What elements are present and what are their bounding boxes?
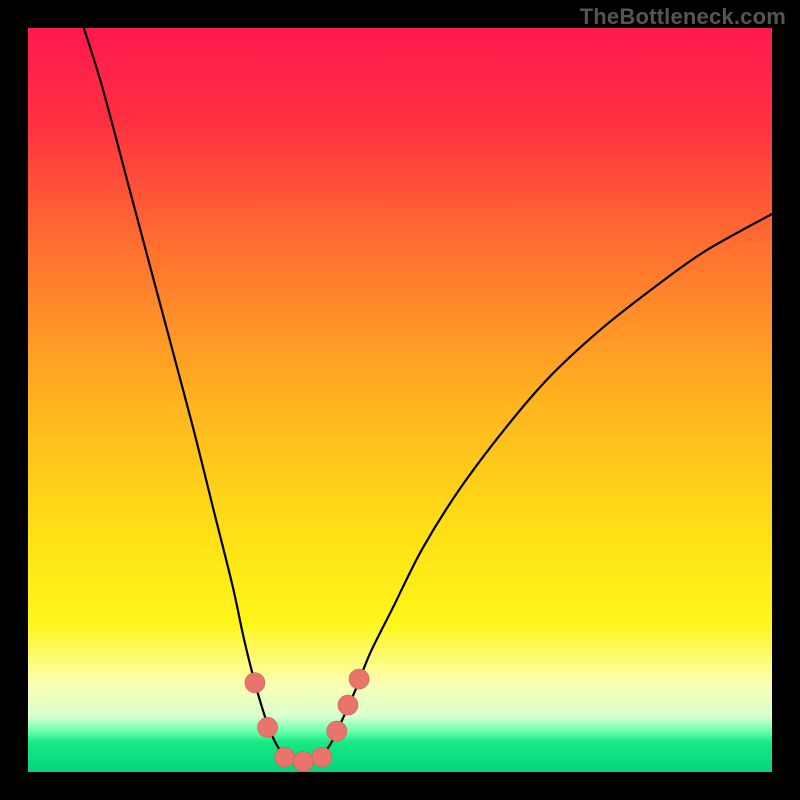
watermark-label: TheBottleneck.com: [580, 4, 786, 30]
bottleneck-chart: [0, 0, 800, 800]
chart-container: TheBottleneck.com: [0, 0, 800, 800]
